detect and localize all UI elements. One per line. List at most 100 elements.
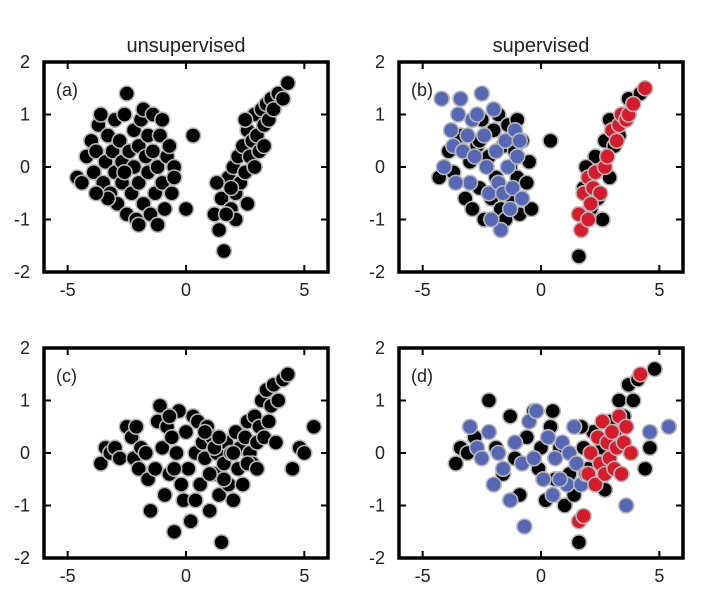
data-point	[544, 486, 562, 504]
data-point	[87, 143, 105, 160]
x-tick-label: 5	[654, 280, 664, 300]
x-tick-label: -5	[60, 280, 76, 300]
y-tick-label: -2	[14, 262, 30, 282]
data-point	[568, 455, 585, 472]
data-point	[490, 444, 507, 462]
data-point	[613, 465, 630, 483]
data-point	[452, 90, 469, 108]
data-point	[128, 418, 145, 436]
data-point	[542, 132, 559, 150]
data-point	[556, 497, 574, 514]
data-point	[196, 423, 214, 441]
data-point	[579, 211, 597, 228]
data-point	[466, 148, 484, 165]
y-tick-label: 1	[20, 105, 30, 125]
data-point	[305, 418, 323, 436]
data-point	[504, 179, 521, 197]
data-point	[154, 439, 171, 457]
data-point	[461, 174, 479, 192]
data-point	[225, 491, 242, 509]
data-point	[582, 195, 600, 213]
data-point	[149, 158, 166, 176]
data-point	[544, 402, 562, 420]
data-point	[279, 365, 297, 383]
data-point	[165, 460, 183, 478]
data-point	[464, 200, 481, 218]
data-point	[575, 507, 592, 525]
data-point	[565, 418, 583, 436]
data-point	[213, 533, 230, 551]
data-point	[442, 122, 460, 139]
data-point	[116, 164, 133, 181]
y-tick-label: 0	[20, 443, 30, 463]
panel-label: (d)	[411, 366, 433, 386]
data-point	[142, 502, 159, 520]
y-tick-label: 0	[375, 443, 385, 463]
data-point	[594, 413, 611, 430]
data-point	[480, 423, 498, 441]
scatter-panel-1: -5 0 5 2 1 0 -1 -2 (b)	[369, 52, 685, 300]
data-point	[215, 242, 233, 260]
data-point	[184, 127, 202, 144]
data-point	[130, 460, 147, 478]
data-point	[156, 200, 173, 218]
point-layer	[92, 365, 323, 551]
data-point	[447, 174, 465, 192]
y-tick-label: 2	[20, 338, 30, 358]
data-point	[598, 148, 616, 165]
data-point	[641, 439, 659, 457]
data-point	[461, 418, 479, 436]
data-point	[137, 444, 155, 462]
data-point	[118, 85, 136, 102]
x-tick-label: 5	[299, 566, 309, 586]
data-point	[480, 392, 498, 409]
data-point	[284, 460, 301, 478]
data-point	[222, 179, 240, 197]
x-tick-label: 0	[536, 280, 546, 300]
data-point	[433, 90, 450, 108]
data-point	[617, 497, 635, 514]
y-tick-label: -1	[369, 496, 385, 516]
data-point	[180, 460, 197, 478]
data-point	[513, 190, 531, 207]
data-point	[154, 111, 171, 129]
data-point	[546, 449, 564, 467]
data-point	[163, 428, 181, 446]
data-point	[260, 413, 278, 430]
data-point	[459, 127, 476, 144]
data-point	[475, 127, 493, 144]
data-point	[478, 158, 495, 176]
data-point	[177, 423, 195, 441]
data-point	[111, 449, 128, 467]
data-point	[165, 523, 183, 541]
y-tick-label: 2	[375, 338, 385, 358]
data-point	[594, 211, 611, 228]
data-point	[156, 486, 173, 504]
data-point	[608, 132, 626, 150]
point-layer	[447, 360, 678, 551]
data-point	[485, 101, 503, 118]
data-point	[225, 444, 242, 462]
data-point	[210, 428, 228, 446]
data-point	[610, 392, 628, 409]
y-tick-label: -1	[14, 210, 30, 230]
y-tick-label: -1	[14, 496, 30, 516]
data-point	[161, 407, 178, 425]
data-point	[149, 216, 166, 234]
data-point	[518, 174, 536, 192]
data-point	[482, 211, 500, 228]
x-tick-label: -5	[415, 280, 431, 300]
data-point	[274, 90, 292, 108]
scatter-panel-3: -5 0 5 2 1 0 -1 -2 (d)	[369, 338, 685, 586]
y-tick-label: 1	[375, 391, 385, 411]
data-point	[92, 106, 110, 123]
data-point	[646, 360, 663, 378]
panels: -5 0 5 2 1 0 -1 -2 (a) -5 0 5 2 1 0 -1 -2 (b) -5 0 5 2 1 0 -1 -2 (…	[14, 52, 685, 586]
x-tick-label: 0	[181, 566, 191, 586]
data-point	[146, 460, 164, 478]
data-point	[501, 200, 519, 218]
scatter-panel-0: -5 0 5 2 1 0 -1 -2 (a)	[14, 52, 330, 300]
data-point	[447, 455, 465, 472]
data-point	[591, 185, 609, 202]
